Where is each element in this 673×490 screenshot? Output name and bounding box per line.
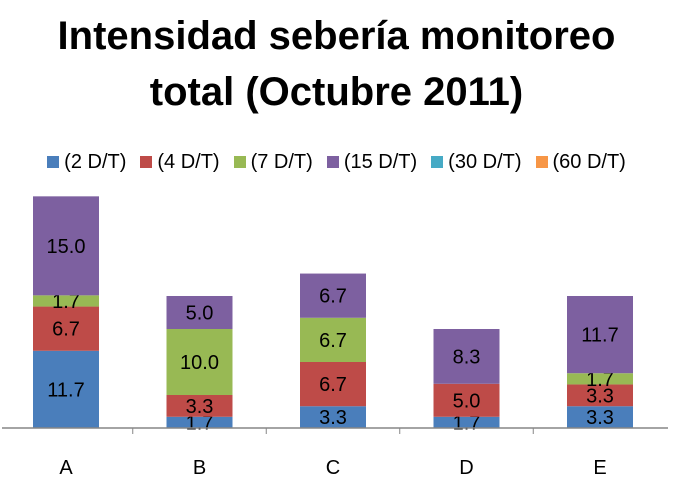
- legend-swatch: [47, 156, 60, 168]
- legend-swatch: [140, 156, 153, 168]
- legend-label: (4 D/T): [157, 150, 220, 173]
- bar-segment: [433, 329, 500, 384]
- data-label: 3.3: [319, 407, 347, 429]
- data-label: 1.7: [186, 412, 214, 434]
- bar-segment: [33, 295, 99, 307]
- legend-item: (30 D/T): [431, 150, 522, 174]
- data-label: 3.3: [586, 385, 614, 407]
- x-tick-label: C: [326, 457, 340, 479]
- chart-legend: (2 D/T) (4 D/T) (7 D/T) (15 D/T) (30 D/T) (60…: [0, 148, 673, 176]
- chart-title-line-2: total (Octubre 2011): [149, 70, 524, 114]
- bar-segment: [567, 406, 633, 428]
- data-label: 5.0: [453, 390, 481, 412]
- x-tick-label: E: [593, 457, 606, 479]
- legend-item: (15 D/T): [326, 150, 418, 174]
- legend-swatch: [326, 156, 339, 168]
- bar-segment: [166, 416, 233, 428]
- data-label: 3.3: [186, 396, 214, 418]
- legend-label: (30 D/T): [448, 150, 522, 173]
- data-label: 11.7: [581, 325, 618, 347]
- data-label: 6.7: [319, 330, 347, 352]
- legend-swatch: [431, 156, 444, 168]
- legend-label: (60 D/T): [552, 150, 626, 173]
- data-label: 6.7: [319, 286, 347, 308]
- bar-segment: [33, 306, 99, 351]
- chart-title: Intensidad sebería monitoreo total (Octu…: [0, 8, 673, 120]
- bar-segment: [300, 362, 366, 407]
- bar-segment: [567, 296, 633, 374]
- bar-segment: [567, 373, 633, 385]
- bar-segment: [33, 350, 99, 428]
- bar-segment: [433, 416, 500, 428]
- data-label: 5.0: [186, 303, 214, 325]
- data-label: 11.7: [47, 379, 84, 401]
- legend-item: (7 D/T): [233, 150, 313, 174]
- legend-item: (2 D/T): [47, 151, 126, 174]
- x-tick-label: A: [59, 457, 73, 479]
- bar-segment: [433, 383, 500, 417]
- data-label: 3.3: [586, 407, 614, 429]
- data-label: 6.7: [52, 319, 80, 341]
- data-label: 8.3: [453, 346, 481, 368]
- legend-label: (15 D/T): [343, 150, 418, 173]
- bar-segment: [300, 406, 366, 428]
- chart-title-line-1: Intensidad sebería monitoreo: [57, 14, 616, 58]
- legend-item: (4 D/T): [140, 150, 220, 174]
- bar-segment: [300, 317, 366, 362]
- data-label: 1.7: [586, 369, 614, 391]
- x-tick-label: D: [459, 457, 473, 479]
- legend-label: (7 D/T): [250, 150, 313, 173]
- data-label: 15.0: [47, 236, 86, 258]
- legend-item: (60 D/T): [535, 150, 626, 174]
- bar-segment: [567, 384, 633, 407]
- bar-segment: [166, 296, 233, 329]
- x-tick-label: B: [193, 457, 206, 479]
- legend-label: (2 D/T): [64, 150, 127, 173]
- bar-segment: [33, 196, 99, 296]
- bar-segment: [166, 395, 233, 417]
- legend-swatch: [233, 156, 246, 168]
- bar-segment: [300, 273, 366, 318]
- data-label: 1.7: [52, 291, 80, 313]
- data-label: 6.7: [319, 374, 347, 396]
- data-label: 10.0: [180, 352, 219, 374]
- data-label: 1.7: [453, 412, 481, 434]
- legend-swatch: [535, 156, 548, 168]
- bar-segment: [166, 329, 233, 395]
